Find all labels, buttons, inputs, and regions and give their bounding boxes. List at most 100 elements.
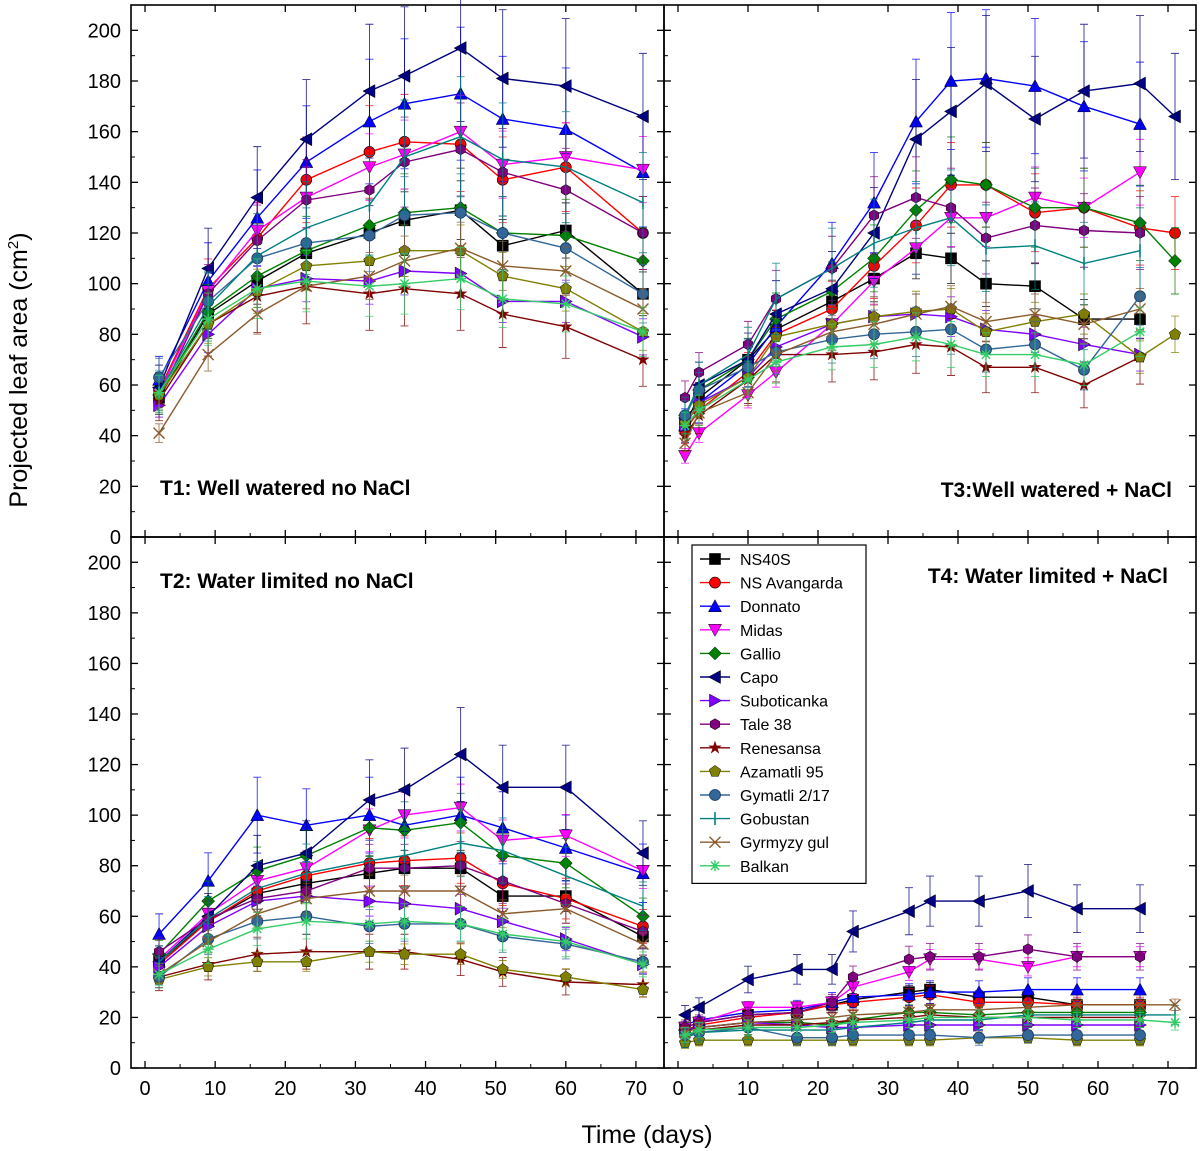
data-point bbox=[299, 132, 313, 147]
data-point bbox=[824, 962, 838, 977]
data-point bbox=[1022, 1011, 1034, 1023]
x-tick-label: 40 bbox=[414, 1078, 436, 1100]
legend-label: NS Avangarda bbox=[740, 576, 843, 593]
data-point bbox=[1167, 109, 1181, 124]
data-point bbox=[1134, 326, 1146, 338]
data-point bbox=[679, 420, 691, 432]
data-point bbox=[453, 41, 467, 55]
data-point bbox=[789, 962, 803, 977]
data-point bbox=[677, 1007, 691, 1022]
legend-marker bbox=[709, 693, 723, 708]
data-point bbox=[363, 885, 376, 897]
legend-marker bbox=[707, 670, 721, 684]
data-point bbox=[924, 1029, 936, 1042]
x-tick-label: 20 bbox=[274, 1078, 296, 1100]
legend-item-capo: Capo bbox=[700, 670, 778, 687]
data-point bbox=[1132, 76, 1146, 91]
legend-label: Gallio bbox=[740, 646, 781, 663]
series-line bbox=[684, 956, 1140, 1029]
x-tick-label: 0 bbox=[672, 1078, 683, 1100]
legend-item-suboticanka: Suboticanka bbox=[700, 694, 828, 711]
series-line bbox=[684, 184, 1176, 431]
series-line bbox=[684, 343, 1141, 437]
data-point bbox=[559, 970, 572, 983]
series-line bbox=[158, 821, 644, 955]
data-point bbox=[454, 885, 467, 897]
legend-label: NS40S bbox=[740, 552, 791, 569]
data-point bbox=[1168, 254, 1182, 268]
data-point bbox=[202, 943, 214, 955]
data-point bbox=[250, 808, 265, 821]
panel-t2: 0 20 40 60 80 100 120 140 160 180 200 0 10 20 30 40 50 60… bbox=[88, 536, 665, 1100]
data-point bbox=[847, 971, 859, 983]
data-point bbox=[826, 996, 838, 1009]
series-line bbox=[158, 247, 644, 434]
data-point bbox=[496, 963, 509, 975]
x-tick-label: 20 bbox=[807, 1078, 829, 1100]
data-point bbox=[300, 955, 313, 967]
y-tick-label: 160 bbox=[88, 653, 121, 675]
legend-marker bbox=[708, 624, 722, 637]
data-point bbox=[945, 300, 957, 313]
data-point bbox=[1070, 982, 1084, 996]
legend-label: Tale 38 bbox=[740, 717, 792, 734]
data-point bbox=[497, 293, 509, 305]
data-point bbox=[560, 298, 572, 310]
legend-marker bbox=[709, 836, 721, 849]
data-point bbox=[742, 374, 754, 386]
data-point bbox=[742, 1022, 754, 1034]
y-tick-label: 40 bbox=[99, 957, 121, 979]
data-point bbox=[1078, 318, 1090, 331]
data-point bbox=[1027, 112, 1041, 126]
data-point bbox=[398, 885, 411, 897]
data-point bbox=[679, 437, 691, 450]
data-point bbox=[908, 132, 922, 147]
legend-label: Gymatli 2/17 bbox=[740, 788, 830, 805]
series-line bbox=[158, 135, 644, 393]
data-point bbox=[1071, 998, 1083, 1011]
data-point bbox=[973, 1031, 985, 1044]
series-gallio bbox=[152, 167, 650, 413]
series-line bbox=[158, 141, 644, 391]
series-line bbox=[158, 47, 644, 388]
data-point bbox=[251, 955, 264, 967]
panel-title-t3: T3:Well watered + NaCl bbox=[941, 479, 1172, 502]
data-point bbox=[153, 427, 166, 440]
data-point bbox=[637, 326, 649, 338]
data-point bbox=[454, 901, 468, 916]
data-point bbox=[679, 1029, 691, 1041]
data-point bbox=[924, 950, 936, 963]
x-tick-label: 50 bbox=[1017, 1078, 1039, 1100]
panel-frame bbox=[663, 4, 1197, 538]
panel-title-t1: T1: Well watered no NaCl bbox=[160, 477, 411, 500]
data-point bbox=[678, 450, 692, 463]
data-point bbox=[1071, 950, 1083, 963]
series-line bbox=[158, 857, 644, 965]
data-point bbox=[454, 206, 467, 219]
data-point bbox=[635, 846, 649, 860]
data-point bbox=[768, 307, 782, 321]
series-line bbox=[684, 1036, 1140, 1044]
legend-box bbox=[691, 544, 867, 884]
y-axis-label: Projected leaf area (cm2) bbox=[5, 232, 33, 507]
legend-marker bbox=[709, 553, 721, 565]
legend-item-gymatli-2-17: Gymatli 2/17 bbox=[700, 788, 830, 805]
data-point bbox=[740, 972, 754, 987]
data-point bbox=[1134, 1014, 1146, 1026]
legend-item-ns40s: NS40S bbox=[700, 552, 791, 569]
y-tick-label: 100 bbox=[88, 805, 121, 827]
legend-label: Renesansa bbox=[740, 741, 821, 758]
data-point bbox=[637, 983, 649, 995]
series-line bbox=[158, 92, 644, 381]
y-tick-label: 40 bbox=[99, 426, 121, 448]
series-line bbox=[158, 915, 644, 978]
data-point bbox=[1022, 943, 1034, 955]
series-capo bbox=[152, 0, 649, 411]
data-point bbox=[910, 331, 922, 343]
legend-item-gallio: Gallio bbox=[700, 646, 781, 663]
series-balkan bbox=[679, 306, 1146, 440]
legend-label: Capo bbox=[740, 670, 778, 687]
series-balkan bbox=[153, 903, 649, 987]
data-point bbox=[1071, 1029, 1083, 1042]
data-point bbox=[1029, 308, 1041, 321]
